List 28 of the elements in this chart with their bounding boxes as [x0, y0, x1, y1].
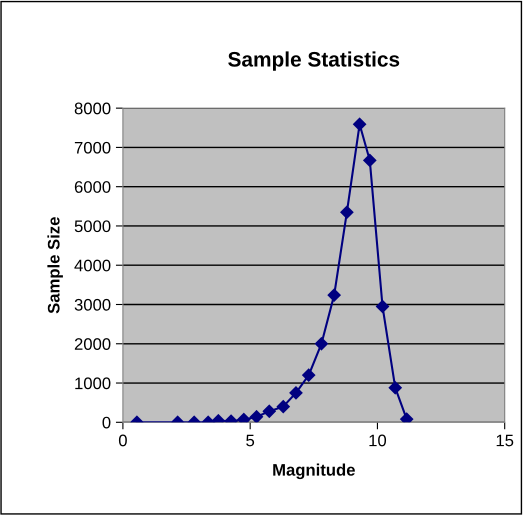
x-tick-label: 5 [246, 434, 254, 446]
x-tick-label: 0 [118, 434, 127, 446]
point [276, 400, 290, 414]
y-tick-label: 2000 [74, 338, 110, 350]
point [314, 337, 328, 350]
point [328, 288, 341, 302]
y-tick-label: 0 [102, 416, 110, 429]
point [289, 386, 303, 400]
y-tick-label: 1000 [75, 377, 110, 390]
x-tick-label: 10 [369, 434, 386, 446]
point [340, 206, 354, 219]
x-axis-title: Magnitude [273, 464, 355, 480]
point [353, 118, 366, 131]
y-tick-label: 3000 [74, 298, 110, 311]
point [376, 300, 390, 314]
point [262, 404, 276, 418]
point [302, 368, 316, 382]
point [250, 410, 264, 422]
chart-title: Sample Statistics [228, 51, 400, 71]
point [363, 154, 376, 167]
point [388, 381, 402, 394]
y-tick-label: 4000 [74, 260, 110, 272]
y-tick-label: 8000 [74, 102, 110, 114]
y-tick-label: 5000 [74, 220, 110, 232]
y-tick-label: 7000 [74, 142, 110, 154]
x-tick-label: 15 [496, 434, 514, 446]
y-axis-title: Sample Size [47, 217, 63, 314]
y-tick-label: 6000 [74, 181, 110, 193]
